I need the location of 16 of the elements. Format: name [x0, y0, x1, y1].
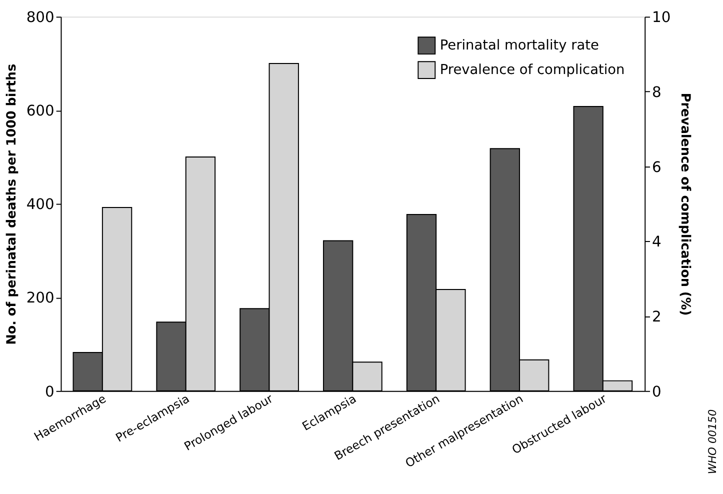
legend-label: Prevalence of complication — [440, 62, 625, 78]
y2-tick-label: 0 — [652, 383, 662, 400]
y-tick-label: 600 — [26, 102, 54, 120]
y2-tick-label: 2 — [652, 308, 662, 326]
y2-axis-title: Prevalence of complication (%) — [677, 92, 692, 316]
y2-tick-label: 4 — [652, 234, 662, 251]
y2-tick-label: 10 — [652, 9, 671, 26]
legend-label: Perinatal mortality rate — [440, 37, 599, 54]
y-tick-label: 400 — [26, 196, 54, 214]
text: WHO 00150 — [706, 409, 720, 474]
y-tick-label: 200 — [26, 290, 54, 307]
y2-tick-label: 8 — [652, 84, 662, 101]
y-tick-label: 800 — [26, 9, 54, 26]
y-tick-label: 0 — [45, 383, 54, 400]
y-axis-title: No. of perinatal deaths per 1000 births — [4, 64, 20, 345]
y2-tick-label: 6 — [652, 158, 662, 176]
